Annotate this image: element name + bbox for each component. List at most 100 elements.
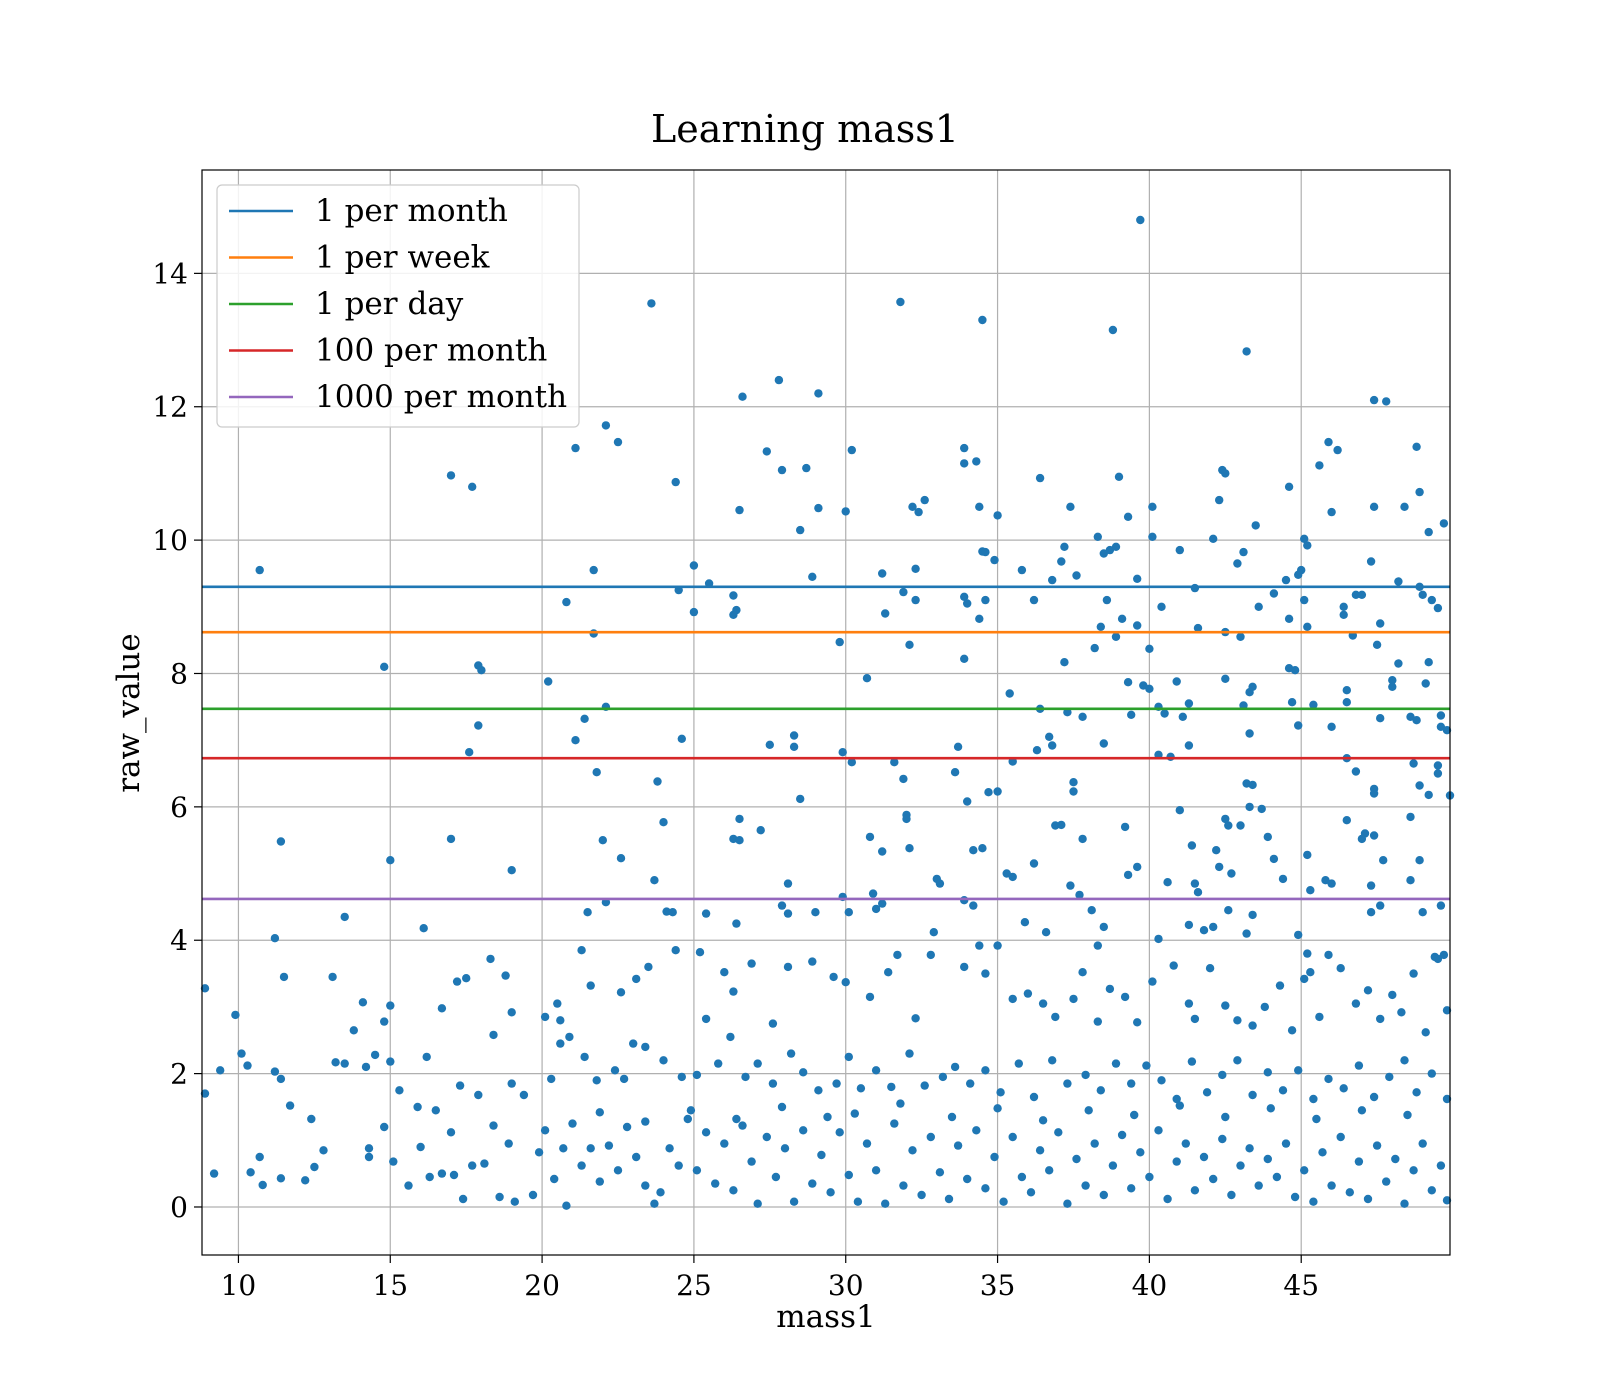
data-point: [559, 1144, 568, 1153]
data-point: [1205, 964, 1215, 973]
data-point: [547, 1074, 556, 1084]
legend-entry-label: 1 per day: [315, 286, 464, 322]
data-point: [1045, 732, 1054, 741]
data-point: [789, 1197, 799, 1206]
data-point: [307, 1114, 316, 1124]
data-point: [738, 1121, 747, 1130]
data-point: [981, 1066, 990, 1075]
data-point: [1075, 890, 1084, 900]
data-point: [1324, 437, 1333, 447]
data-point: [1184, 699, 1194, 708]
data-point: [963, 599, 972, 608]
data-point: [811, 908, 820, 917]
data-point: [847, 758, 856, 767]
data-point: [1424, 658, 1433, 667]
data-point: [899, 774, 908, 784]
data-point: [422, 1052, 431, 1062]
data-point: [465, 748, 474, 757]
data-point: [276, 837, 286, 846]
data-point: [911, 595, 920, 605]
data-point: [671, 946, 680, 955]
data-point: [1127, 710, 1136, 719]
data-point: [1284, 482, 1294, 491]
data-point: [1181, 1139, 1191, 1148]
data-point: [1245, 1144, 1254, 1153]
data-point: [495, 1192, 504, 1202]
data-point: [1263, 1068, 1273, 1077]
y-tick-label: 12: [152, 391, 188, 424]
data-point: [1248, 780, 1257, 790]
data-point: [1351, 767, 1361, 776]
data-point: [446, 1128, 456, 1137]
data-point: [279, 972, 289, 982]
data-point: [1366, 908, 1376, 917]
data-point: [1363, 986, 1373, 995]
data-point: [814, 1086, 823, 1095]
data-point: [1172, 1094, 1181, 1104]
data-point: [243, 1061, 252, 1070]
data-point: [1287, 698, 1297, 707]
data-point: [246, 1168, 255, 1177]
data-point: [1236, 632, 1245, 641]
data-point: [556, 1016, 565, 1025]
data-point: [589, 629, 598, 638]
data-point: [1248, 910, 1257, 920]
data-point: [1026, 1188, 1036, 1197]
data-point: [507, 1079, 516, 1088]
data-point: [774, 375, 784, 385]
data-point: [1363, 1194, 1373, 1204]
data-point: [1127, 1079, 1136, 1088]
data-point: [1388, 676, 1397, 685]
data-point: [619, 1074, 629, 1084]
data-point: [1063, 1199, 1072, 1208]
data-point: [528, 1190, 538, 1200]
data-point: [613, 1166, 623, 1175]
data-point: [777, 901, 787, 910]
y-tick-label: 4: [170, 924, 188, 957]
data-point: [911, 564, 920, 573]
data-point: [853, 1197, 863, 1206]
data-point: [1105, 984, 1115, 994]
data-point: [1303, 541, 1312, 550]
data-point: [1099, 739, 1109, 748]
data-point: [777, 1102, 787, 1112]
data-point: [726, 1032, 735, 1042]
data-point: [1145, 1172, 1154, 1182]
data-point: [969, 901, 978, 910]
data-point: [1136, 1148, 1145, 1157]
data-point: [1294, 721, 1303, 730]
y-tick-label: 10: [152, 524, 188, 557]
data-point: [662, 907, 671, 916]
data-point: [969, 846, 978, 855]
data-point: [1199, 1152, 1209, 1162]
data-point: [1123, 678, 1133, 687]
data-point: [1163, 878, 1172, 887]
data-point: [270, 934, 280, 943]
data-point: [1029, 1092, 1039, 1102]
data-point: [765, 740, 774, 749]
data-point: [1315, 1012, 1324, 1022]
data-point: [571, 736, 580, 745]
data-point: [437, 1004, 447, 1013]
data-point: [1175, 1101, 1185, 1110]
data-point: [380, 1017, 389, 1026]
data-point: [507, 1008, 516, 1017]
data-point: [553, 999, 562, 1008]
data-point: [884, 968, 893, 977]
data-point: [1342, 816, 1352, 825]
data-point: [1391, 1154, 1400, 1164]
data-point: [1345, 1188, 1355, 1197]
data-point: [1415, 487, 1424, 497]
data-point: [1369, 395, 1379, 405]
data-point: [771, 1172, 781, 1182]
data-point: [380, 1122, 389, 1132]
y-tick-label: 2: [170, 1058, 188, 1091]
data-point: [899, 1181, 908, 1190]
data-point: [1035, 1146, 1045, 1155]
data-point: [1133, 862, 1142, 872]
data-point: [1187, 841, 1197, 850]
data-point: [659, 818, 668, 827]
data-point: [510, 1197, 519, 1206]
data-point: [1409, 969, 1418, 978]
data-point: [1300, 1166, 1309, 1175]
